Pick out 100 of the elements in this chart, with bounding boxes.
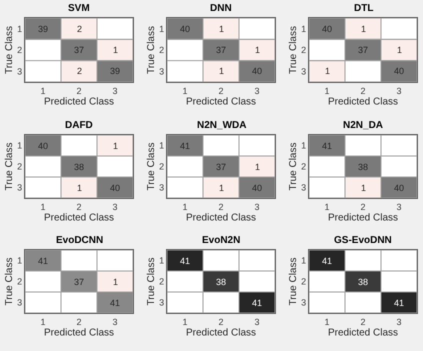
data-label: 38 [216, 277, 226, 287]
y-tick-label: 3 [17, 182, 22, 193]
x-tick-label: 1 [324, 202, 330, 212]
data-label: 37 [358, 45, 368, 55]
data-label: 1 [77, 183, 82, 193]
y-tick-label: 1 [301, 140, 306, 151]
y-tick-label: 3 [301, 66, 306, 76]
data-label: 40 [110, 183, 120, 193]
chart-title: DNN [210, 3, 232, 14]
x-tick-label: 3 [112, 316, 118, 327]
y-tick-label: 1 [159, 140, 164, 151]
chart-title: EvoN2N [202, 235, 240, 246]
y-tick-label: 2 [17, 45, 22, 56]
x-axis-title: Predicted Class [186, 96, 256, 108]
x-axis-title: Predicted Class [44, 212, 114, 224]
x-tick-label: 1 [182, 86, 188, 96]
y-axis-title: True Class [146, 258, 158, 306]
chart-title: DAFD [65, 120, 93, 131]
x-tick-label: 2 [76, 86, 82, 96]
y-tick-label: 2 [159, 162, 164, 172]
y-tick-label: 1 [17, 24, 22, 34]
y-axis-title: True Class [4, 26, 16, 74]
data-label: 41 [252, 298, 262, 308]
data-label: 1 [219, 66, 224, 76]
data-label: 2 [77, 24, 82, 34]
data-label: 1 [325, 66, 330, 76]
y-tick-label: 3 [301, 298, 306, 308]
x-axis-title: Predicted Class [328, 327, 398, 338]
data-label: 1 [255, 45, 260, 55]
data-label: 2 [77, 66, 82, 76]
x-tick-label: 3 [254, 202, 260, 212]
data-label: 40 [38, 141, 48, 151]
data-label: 41 [394, 298, 404, 308]
chart-title: EvoDCNN [56, 235, 104, 246]
y-axis-title: True Class [146, 142, 158, 190]
data-label: 40 [394, 66, 404, 76]
y-tick-label: 2 [301, 276, 306, 287]
chart-title: GS-EvoDNN [334, 235, 392, 246]
x-tick-label: 3 [396, 202, 402, 212]
data-label: 37 [216, 45, 226, 55]
y-tick-label: 2 [159, 276, 164, 287]
data-label: 38 [74, 162, 84, 172]
data-label: 37 [216, 162, 226, 172]
y-axis-title: True Class [4, 142, 16, 190]
x-tick-label: 3 [254, 316, 260, 327]
x-tick-label: 2 [360, 202, 366, 212]
y-tick-label: 2 [301, 162, 306, 172]
data-label: 41 [110, 298, 120, 308]
data-label: 41 [180, 141, 190, 151]
data-label: 1 [361, 24, 366, 34]
chart-title: DTL [354, 3, 374, 14]
x-axis-title: Predicted Class [328, 96, 398, 108]
x-tick-label: 2 [360, 316, 366, 327]
data-label: 41 [180, 256, 190, 266]
y-tick-label: 3 [159, 298, 164, 308]
x-tick-label: 1 [182, 202, 188, 212]
x-tick-label: 2 [76, 202, 82, 212]
x-tick-label: 1 [324, 316, 330, 327]
data-label: 40 [252, 183, 262, 193]
data-label: 41 [322, 256, 332, 266]
data-label: 37 [74, 277, 84, 287]
data-label: 1 [361, 183, 366, 193]
data-label: 40 [252, 66, 262, 76]
y-tick-label: 1 [159, 24, 164, 34]
data-label: 38 [358, 277, 368, 287]
data-label: 1 [113, 141, 118, 151]
x-axis-title: Predicted Class [44, 96, 114, 108]
data-label: 39 [38, 24, 48, 34]
x-tick-label: 1 [182, 316, 188, 327]
x-axis-title: Predicted Class [186, 212, 256, 224]
x-axis-title: Predicted Class [328, 212, 398, 224]
y-axis-title: True Class [4, 258, 16, 306]
y-tick-label: 1 [159, 256, 164, 266]
x-tick-label: 2 [218, 86, 224, 96]
data-label: 41 [322, 141, 332, 151]
y-tick-label: 1 [17, 140, 22, 151]
y-tick-label: 3 [159, 182, 164, 193]
data-label: 38 [358, 162, 368, 172]
data-label: 40 [394, 183, 404, 193]
y-tick-label: 3 [301, 182, 306, 193]
x-tick-label: 1 [40, 316, 46, 327]
y-tick-label: 1 [17, 256, 22, 266]
x-tick-label: 1 [40, 86, 46, 96]
data-label: 37 [74, 45, 84, 55]
x-tick-label: 3 [396, 316, 402, 327]
y-tick-label: 3 [17, 66, 22, 76]
chart-title: SVM [68, 3, 90, 14]
y-tick-label: 1 [301, 24, 306, 34]
y-axis-title: True Class [288, 258, 300, 306]
data-label: 1 [255, 162, 260, 172]
y-tick-label: 2 [17, 162, 22, 172]
x-tick-label: 1 [40, 202, 46, 212]
y-tick-label: 2 [159, 45, 164, 56]
data-label: 41 [38, 256, 48, 266]
y-tick-label: 2 [301, 45, 306, 56]
x-axis-title: Predicted Class [44, 327, 114, 338]
x-tick-label: 3 [396, 86, 402, 96]
data-label: 1 [219, 183, 224, 193]
y-tick-label: 2 [17, 276, 22, 287]
data-label: 1 [113, 277, 118, 287]
